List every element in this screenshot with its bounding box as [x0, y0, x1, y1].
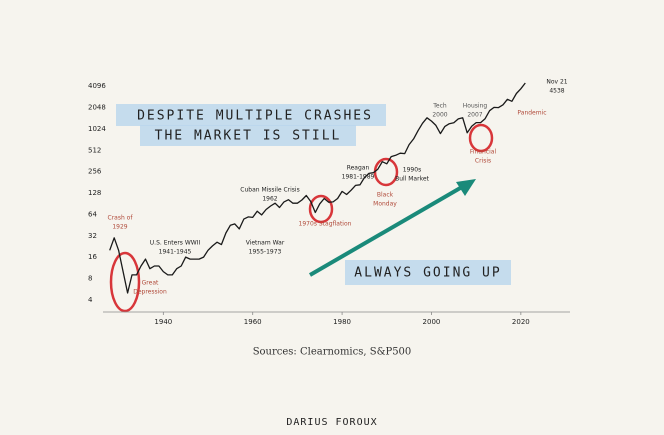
annotation: Black: [377, 192, 394, 199]
author: DARIUS FOROUX: [286, 417, 377, 428]
y-tick-label: 512: [88, 146, 101, 154]
annotation: Great: [142, 280, 159, 287]
annotation: Cuban Missile Crisis: [240, 187, 299, 194]
headline: DESPITE MULTIPLE CRASHES: [137, 109, 373, 124]
callout: ALWAYS GOING UP: [354, 266, 501, 281]
annotation: Nov 21: [546, 79, 567, 86]
annotation: U.S. Enters WWII: [150, 240, 201, 247]
trend-arrow: [308, 185, 464, 277]
annotation: 1990s: [403, 167, 421, 174]
annotation: Crisis: [475, 158, 491, 165]
annotation: 1955-1973: [249, 249, 282, 256]
y-tick-label: 128: [88, 189, 101, 197]
crash-circle: [109, 251, 141, 313]
y-tick-label: 1024: [88, 125, 106, 133]
y-tick-label: 64: [88, 210, 97, 218]
annotation: 1981-1989: [342, 174, 375, 181]
x-tick-label: 1940: [154, 318, 172, 326]
y-tick-label: 4096: [88, 82, 106, 90]
annotation: Bull Market: [395, 176, 429, 183]
annotation: Vietnam War: [246, 240, 285, 247]
y-tick-label: 4: [88, 296, 93, 304]
annotation: 1970s Stagflation: [299, 221, 352, 228]
y-tick-label: 8: [88, 275, 92, 283]
annotation: Housing: [463, 103, 488, 110]
x-tick-label: 2000: [423, 318, 441, 326]
headline: THE MARKET IS STILL: [155, 129, 342, 144]
headline-highlight: [116, 104, 386, 126]
annotation: 2007: [467, 112, 482, 119]
crash-circle: [468, 123, 494, 153]
annotation: Tech: [432, 103, 447, 110]
source: Sources: Clearnomics, S&P500: [253, 347, 412, 358]
trend-arrowhead: [456, 179, 476, 196]
x-tick-label: 1960: [244, 318, 262, 326]
y-tick-label: 32: [88, 232, 97, 240]
y-tick-label: 256: [88, 168, 102, 176]
annotation: Reagan: [347, 165, 370, 172]
y-tick-label: 2048: [88, 104, 106, 112]
annotation: 2000: [432, 112, 447, 119]
headline-highlight: [140, 125, 356, 146]
annotation: Crash of: [108, 215, 134, 222]
x-tick-label: 1980: [333, 318, 351, 326]
annotation: 4538: [549, 88, 564, 95]
annotation: 1962: [262, 196, 277, 203]
annotation: Financial: [470, 149, 497, 156]
annotation: Monday: [373, 201, 397, 208]
y-tick-label: 16: [88, 253, 97, 261]
annotation: 1929: [112, 224, 127, 231]
price-line: [109, 82, 526, 294]
annotation: Pandemic: [517, 110, 546, 117]
annotation: Depression: [133, 289, 167, 296]
annotation: 1941-1945: [159, 249, 192, 256]
x-tick-label: 2020: [512, 318, 530, 326]
callout-highlight: [345, 260, 511, 285]
crash-circle: [308, 194, 334, 224]
